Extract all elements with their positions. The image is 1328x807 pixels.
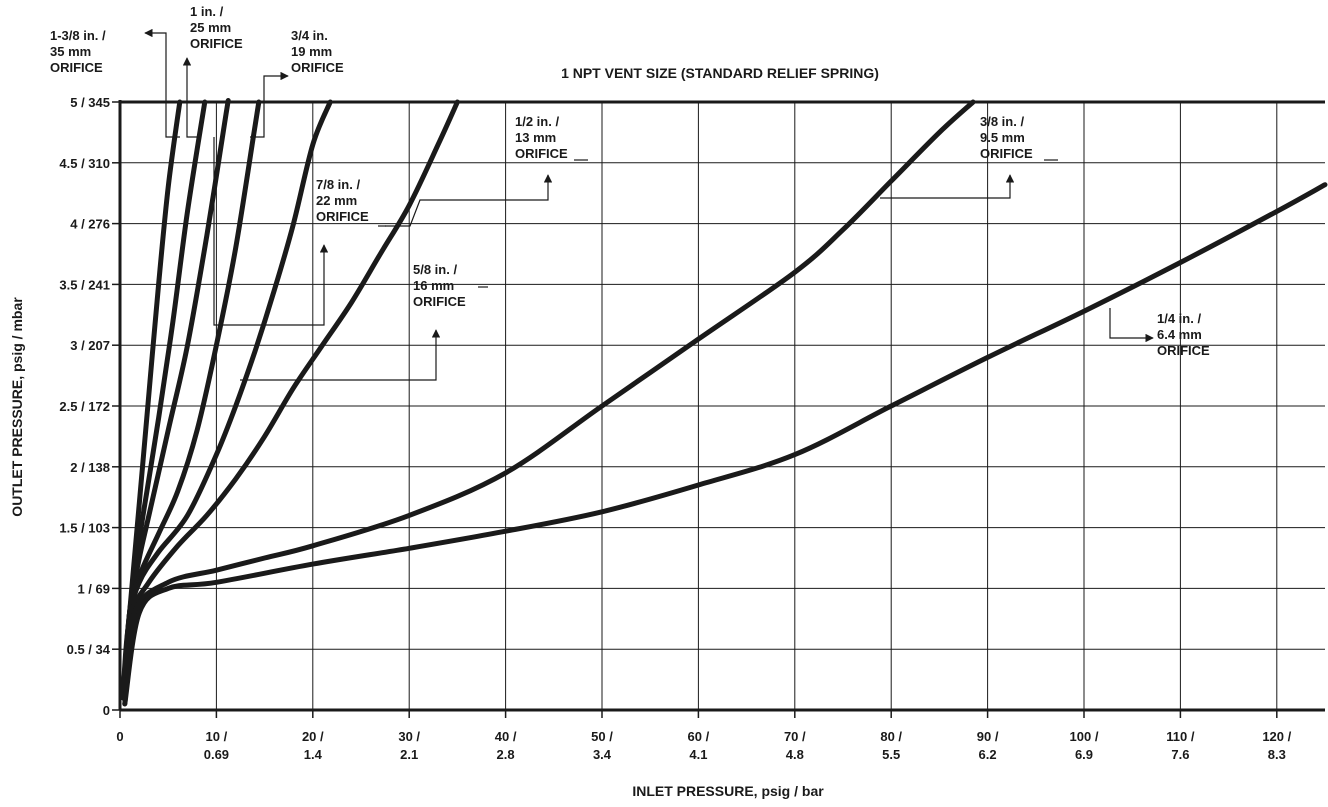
x-tick-label: 2.1 (400, 747, 418, 762)
x-tick-label: 90 / (977, 729, 999, 744)
y-tick-label: 5 / 345 (70, 95, 110, 110)
x-tick-label: 5.5 (882, 747, 900, 762)
x-tick-label: 120 / (1262, 729, 1291, 744)
leaders (144, 28, 1154, 381)
orifice-label-line: ORIFICE (1157, 343, 1210, 358)
orifice-label-line: 1/4 in. / (1157, 311, 1201, 326)
orifice-label-line: 6.4 mm (1157, 327, 1202, 342)
x-tick-label: 6.9 (1075, 747, 1093, 762)
x-tick-label: 4.8 (786, 747, 804, 762)
x-tick-label: 0 (116, 729, 123, 744)
orifice-label-line: 9.5 mm (980, 130, 1025, 145)
orifice-label-line: 3/4 in. (291, 28, 328, 43)
curves (120, 97, 1328, 707)
x-tick-label: 8.3 (1268, 747, 1286, 762)
orifice-label-line: 1 in. / (190, 4, 224, 19)
y-tick-label: 0 (103, 703, 110, 718)
orifice-label-line: 13 mm (515, 130, 556, 145)
leader-line-7 (1109, 308, 1154, 343)
y-tick-label: 3 / 207 (70, 338, 110, 353)
series-line-4 (120, 99, 333, 701)
y-tick-label: 3.5 / 241 (59, 277, 110, 292)
x-tick-label: 70 / (784, 729, 806, 744)
x-tick-label: 3.4 (593, 747, 612, 762)
y-tick-label: 1.5 / 103 (59, 521, 110, 536)
x-tick-label: 20 / (302, 729, 324, 744)
orifice-label-line: 1-3/8 in. / (50, 28, 106, 43)
leader-line-0 (144, 28, 180, 138)
y-axis-title: OUTLET PRESSURE, psig / mbar (9, 297, 25, 517)
x-tick-label: 60 / (688, 729, 710, 744)
orifice-label-line: 7/8 in. / (316, 177, 360, 192)
x-tick-label: 1.4 (304, 747, 323, 762)
x-tick-label: 80 / (880, 729, 902, 744)
chart-title: 1 NPT VENT SIZE (STANDARD RELIEF SPRING) (561, 65, 879, 81)
y-tick-label: 2 / 138 (70, 460, 110, 475)
orifice-label-line: 1/2 in. / (515, 114, 559, 129)
leader-line-5 (385, 174, 553, 227)
leader-line-6 (880, 174, 1015, 199)
leader-line-1 (182, 57, 199, 138)
x-axis-title: INLET PRESSURE, psig / bar (632, 783, 824, 799)
leader-line-3 (213, 137, 329, 326)
orifice-label-line: ORIFICE (413, 294, 466, 309)
orifice-label-line: ORIFICE (190, 36, 243, 51)
x-tick-label: 50 / (591, 729, 613, 744)
x-tick-label: 2.8 (497, 747, 515, 762)
leader-line-4 (240, 329, 441, 381)
orifice-label-line: 3/8 in. / (980, 114, 1024, 129)
orifice-label-line: 16 mm (413, 278, 454, 293)
series-line-6 (122, 99, 976, 707)
x-tick-label: 100 / (1070, 729, 1099, 744)
x-tick-label: 10 / (206, 729, 228, 744)
y-tick-label: 4 / 276 (70, 217, 110, 232)
orifice-label-line: ORIFICE (316, 209, 369, 224)
orifice-label-line: ORIFICE (515, 146, 568, 161)
orifice-label-line: ORIFICE (980, 146, 1033, 161)
x-tick-label: 7.6 (1171, 747, 1189, 762)
orifice-label-line: ORIFICE (50, 60, 103, 75)
y-tick-label: 4.5 / 310 (59, 156, 110, 171)
axes: 0 10 / 0.69 20 / 1.4 30 / 2.1 40 / 2.8 50 / 3.4 60 … (59, 95, 1325, 762)
x-tick-label: 110 / (1166, 729, 1195, 744)
orifice-label-line: 25 mm (190, 20, 231, 35)
leader-line-2 (250, 71, 289, 138)
y-tick-label: 2.5 / 172 (59, 399, 110, 414)
x-tick-label: 4.1 (689, 747, 707, 762)
x-tick-label: 40 / (495, 729, 517, 744)
series-line-5 (120, 99, 460, 701)
orifice-label-line: 5/8 in. / (413, 262, 457, 277)
y-tick-label: 0.5 / 34 (67, 642, 111, 657)
x-tick-label: 30 / (398, 729, 420, 744)
x-tick-label: 0.69 (204, 747, 229, 762)
x-tick-label: 6.2 (979, 747, 997, 762)
series-line-7 (122, 182, 1328, 707)
orifice-label-line: ORIFICE (291, 60, 344, 75)
y-tick-label: 1 / 69 (77, 581, 110, 596)
orifice-label-line: 35 mm (50, 44, 91, 59)
orifice-label-line: 22 mm (316, 193, 357, 208)
orifice-label-line: 19 mm (291, 44, 332, 59)
